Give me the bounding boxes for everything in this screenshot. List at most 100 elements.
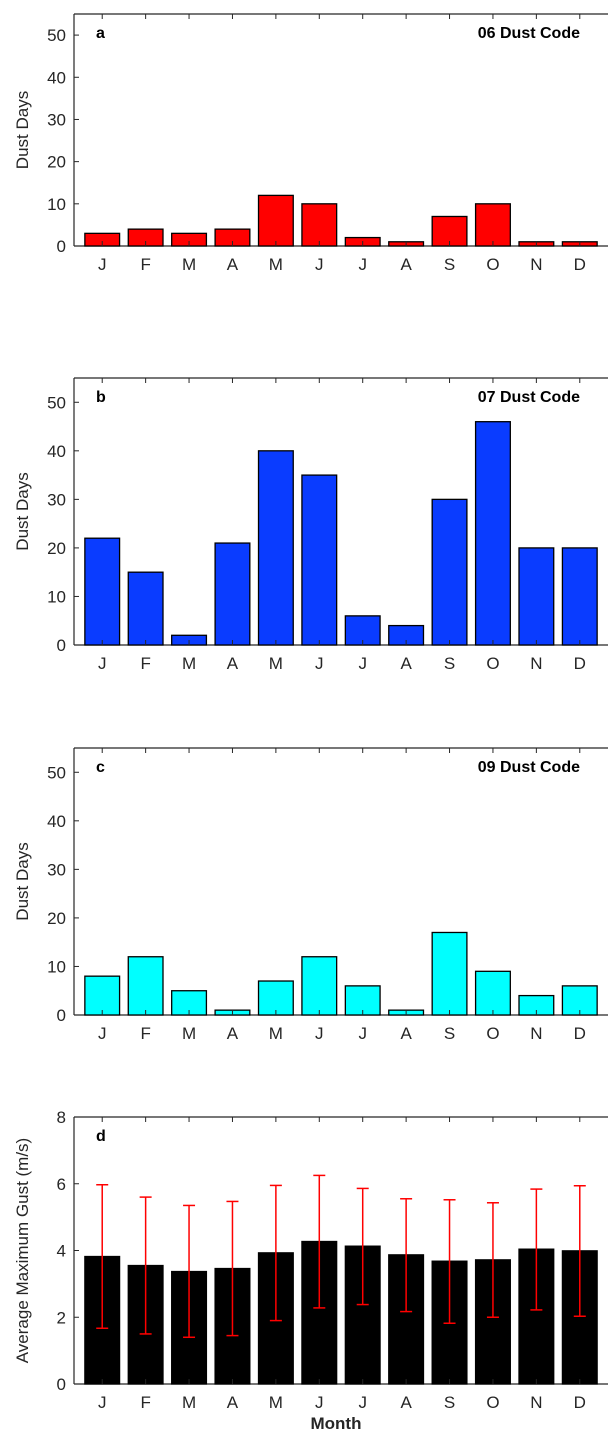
y-tick-label: 20: [47, 909, 66, 928]
y-tick-label: 0: [57, 237, 66, 256]
bar-b-12: [561, 547, 598, 646]
y-tick-label: 6: [57, 1175, 66, 1194]
x-tick-label: O: [486, 1024, 499, 1043]
y-tick-label: 50: [47, 393, 66, 412]
bar-b-5: [257, 450, 294, 646]
y-axis-label: Dust Days: [13, 842, 32, 920]
bar-b-9: [431, 498, 468, 646]
x-tick-label: A: [227, 654, 239, 673]
x-tick-label: N: [530, 1024, 542, 1043]
x-tick-label: J: [98, 255, 107, 274]
error-bar-8: [400, 1198, 413, 1313]
bar-c-1: [84, 975, 121, 1016]
x-tick-label: J: [358, 654, 367, 673]
x-tick-label: J: [358, 1024, 367, 1043]
panel-title: 06 Dust Code: [478, 25, 580, 42]
x-tick-label: D: [574, 654, 586, 673]
bar-c-5: [257, 980, 294, 1016]
y-tick-label: 40: [47, 442, 66, 461]
y-tick-label: 4: [57, 1242, 66, 1261]
bar-b-2: [127, 571, 164, 646]
bar-b-10: [474, 421, 511, 646]
panel-d: 0 2 4 6 8 J F M A M J J A S O N Dd Average Maximum Gust (…: [13, 1108, 608, 1433]
bar-b-4: [214, 542, 251, 646]
panel-a: 0 10 20 30 40 50 J F M A M J J A S O N Da 06 Dust Code Dust…: [13, 13, 608, 274]
x-tick-label: S: [444, 1393, 455, 1412]
y-tick-label: 10: [47, 587, 66, 606]
x-tick-label: J: [98, 1393, 107, 1412]
x-tick-label: J: [315, 1024, 324, 1043]
y-tick-label: 2: [57, 1308, 66, 1327]
y-axis-label: Dust Days: [13, 91, 32, 169]
panel-label: d: [96, 1128, 106, 1145]
x-tick-label: F: [140, 255, 150, 274]
x-tick-label: M: [182, 654, 196, 673]
error-bar-4: [226, 1200, 239, 1337]
panel-label: b: [96, 389, 106, 406]
y-tick-label: 8: [57, 1108, 66, 1127]
bar-c-2: [127, 956, 164, 1016]
error-bar-6: [313, 1174, 326, 1309]
bar-c-6: [301, 956, 338, 1016]
y-tick-label: 40: [47, 812, 66, 831]
x-tick-label: M: [269, 1024, 283, 1043]
x-tick-label: F: [140, 1393, 150, 1412]
x-tick-label: M: [182, 255, 196, 274]
y-tick-label: 0: [57, 1006, 66, 1025]
x-tick-label: M: [182, 1393, 196, 1412]
error-bar-5: [269, 1184, 282, 1322]
bar-b-11: [518, 547, 555, 646]
x-tick-label: J: [315, 1393, 324, 1412]
x-tick-label: O: [486, 255, 499, 274]
panel-title: 07 Dust Code: [478, 389, 580, 406]
error-bar-7: [356, 1187, 369, 1306]
x-tick-label: N: [530, 1393, 542, 1412]
y-tick-label: 20: [47, 539, 66, 558]
y-tick-label: 0: [57, 636, 66, 655]
error-bar-1: [96, 1184, 109, 1330]
x-tick-label: N: [530, 255, 542, 274]
bar-c-10: [474, 970, 511, 1016]
error-bar-11: [530, 1188, 543, 1311]
x-tick-label: M: [182, 1024, 196, 1043]
x-tick-label: S: [444, 654, 455, 673]
y-tick-label: 0: [57, 1375, 66, 1394]
x-tick-label: O: [486, 654, 499, 673]
panel-label: c: [96, 759, 105, 776]
error-bar-2: [139, 1196, 152, 1335]
x-tick-label: J: [98, 1024, 107, 1043]
bar-a-6: [301, 203, 338, 247]
x-tick-label: A: [400, 654, 412, 673]
panel-title: 09 Dust Code: [478, 759, 580, 776]
error-bar-9: [443, 1199, 456, 1325]
y-tick-label: 10: [47, 195, 66, 214]
x-tick-label: M: [269, 1393, 283, 1412]
y-tick-label: 30: [47, 110, 66, 129]
x-tick-label: D: [574, 1393, 586, 1412]
y-tick-label: 50: [47, 26, 66, 45]
y-tick-label: 40: [47, 68, 66, 87]
y-axis-label: Average Maximum Gust (m/s): [13, 1138, 32, 1363]
bar-b-1: [84, 537, 121, 646]
x-tick-label: F: [140, 654, 150, 673]
x-tick-label: F: [140, 1024, 150, 1043]
panel-label: a: [96, 25, 105, 42]
x-tick-label: A: [400, 1393, 412, 1412]
x-tick-label: D: [574, 1024, 586, 1043]
bar-b-6: [301, 474, 338, 646]
panel-c: 0 10 20 30 40 50 J F M A M J J A S O N Dc 09 Dust Code Dust…: [13, 747, 608, 1043]
bar-a-10: [474, 203, 511, 247]
x-tick-label: A: [400, 255, 412, 274]
x-tick-label: O: [486, 1393, 499, 1412]
error-bar-12: [573, 1185, 586, 1317]
y-axis-label: Dust Days: [13, 472, 32, 550]
error-bar-3: [183, 1204, 196, 1339]
y-tick-label: 50: [47, 763, 66, 782]
x-tick-label: S: [444, 255, 455, 274]
x-tick-label: J: [315, 255, 324, 274]
x-tick-label: M: [269, 255, 283, 274]
x-tick-label: A: [227, 1024, 239, 1043]
panel-b: 0 10 20 30 40 50 J F M A M J J A S O N Db 07 Dust Code Dust…: [13, 377, 608, 673]
y-tick-label: 30: [47, 490, 66, 509]
x-tick-label: D: [574, 255, 586, 274]
